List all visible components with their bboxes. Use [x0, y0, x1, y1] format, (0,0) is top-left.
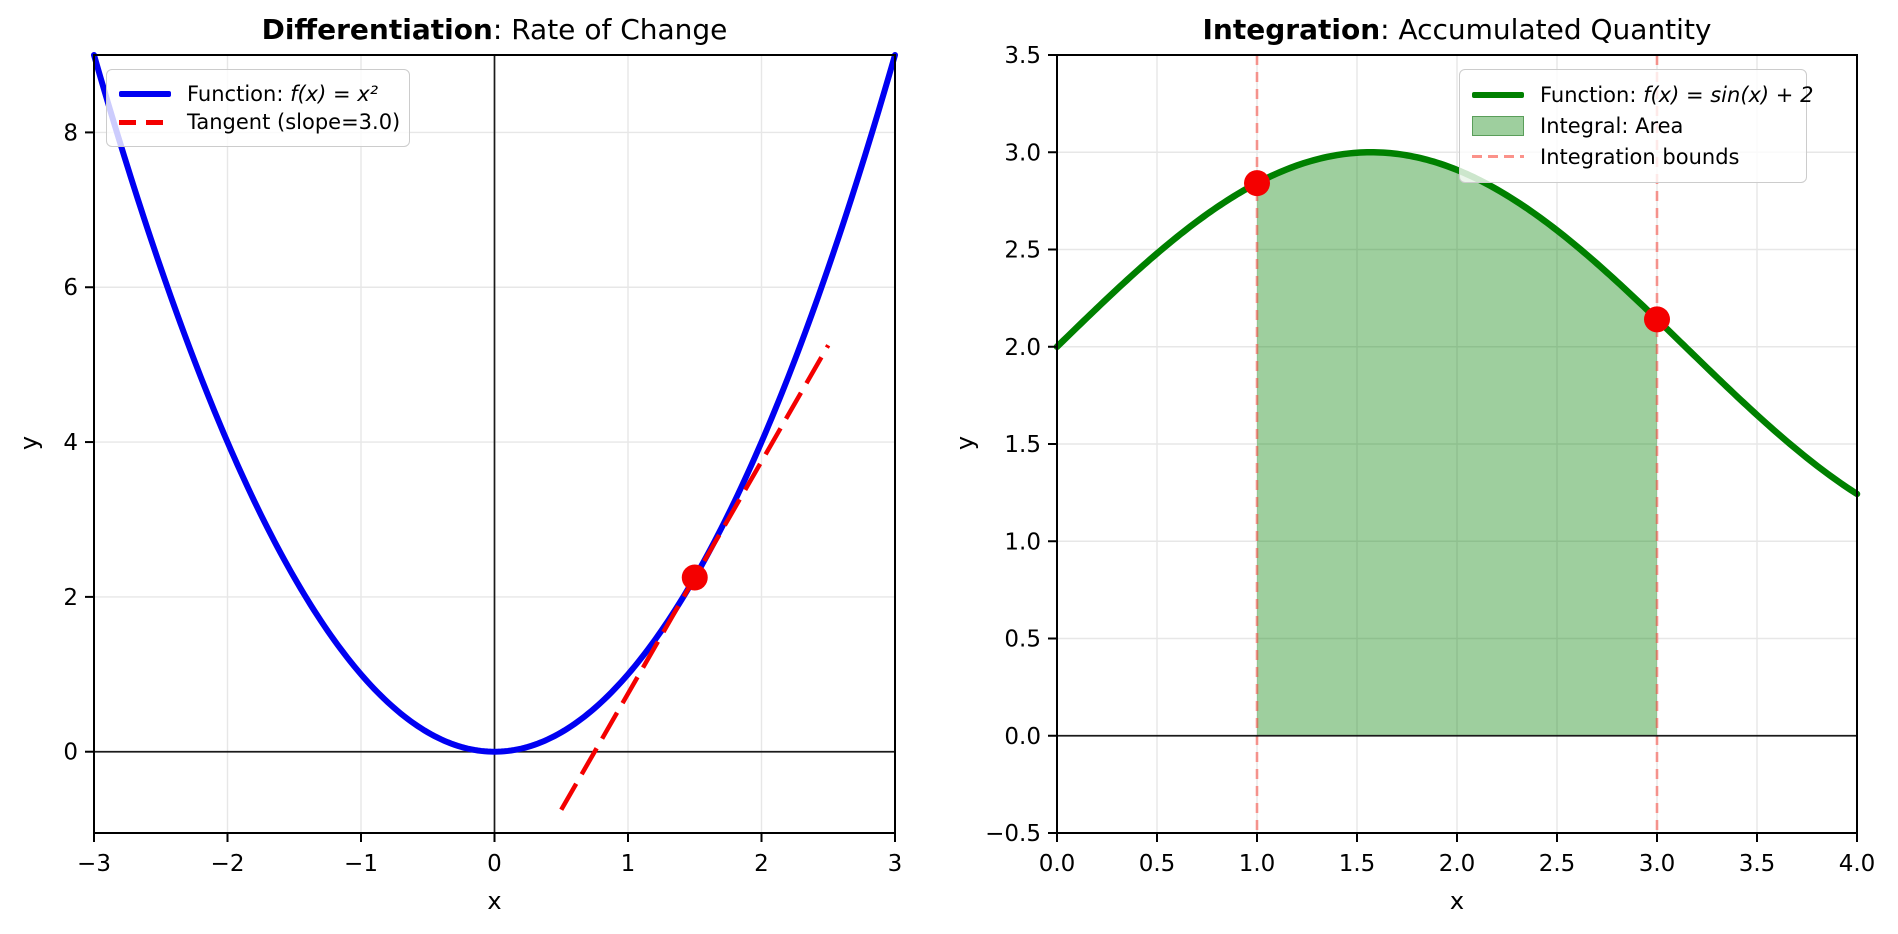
legend-label-math: f(x) = x²: [290, 82, 379, 106]
legend-label: Tangent (slope=3.0): [187, 110, 400, 134]
y-tick-label: 1.5: [1004, 432, 1041, 458]
legend-label: Integral: Area: [1540, 114, 1683, 138]
y-axis-label-left: y: [15, 435, 43, 451]
y-axis-label-right: y: [951, 435, 979, 451]
chart-title-bold-segment: Integration: [1202, 13, 1381, 46]
legend-label: Integration bounds: [1540, 145, 1739, 169]
x-tick-label: 3.5: [1739, 851, 1776, 877]
chart-title-rest-segment: : Rate of Change: [492, 13, 728, 46]
y-tick-label: 8: [63, 120, 78, 146]
y-tick-label: 2: [63, 585, 78, 611]
y-tick-label: 6: [63, 275, 78, 301]
y-tick-label: 0.0: [1004, 724, 1041, 750]
y-tick-label: 1.0: [1004, 529, 1041, 555]
legend-dashed-line-sample-icon: [119, 119, 171, 125]
x-tick-label: 2.0: [1439, 851, 1476, 877]
x-tick-label: 3.0: [1639, 851, 1676, 877]
marker-point: [1244, 170, 1270, 197]
legend-line-sample-icon: [1472, 92, 1524, 99]
x-tick-label: 4.0: [1839, 851, 1876, 877]
x-tick-label: 2.5: [1539, 851, 1576, 877]
y-tick-label: 3.5: [1004, 43, 1041, 69]
legend-label-plain: Integral: Area: [1540, 114, 1684, 138]
x-tick-label: −2: [211, 851, 245, 877]
legend-differentiation: Function: f(x) = x² Tangent (slope=3.0): [106, 69, 410, 147]
y-tick-label: 2.0: [1004, 335, 1041, 361]
legend-label-plain: Function:: [187, 82, 291, 106]
x-tick-label: −1: [344, 851, 378, 877]
legend-item-integration-bounds: Integration bounds: [1472, 141, 1790, 172]
y-tick-label: 0.5: [1004, 627, 1041, 653]
chart-title-differentiation: Differentiation: Rate of Change: [94, 12, 895, 48]
legend-label-plain: Tangent (slope=3.0): [187, 110, 401, 134]
integral-area-fill: [1257, 152, 1657, 736]
x-tick-label: 0.5: [1139, 851, 1176, 877]
x-axis-label-right: x: [1449, 887, 1465, 915]
function-curve-integration: [1053, 148, 1861, 498]
x-tick-label: 0: [487, 851, 502, 877]
legend-item-integral-area: Integral: Area: [1472, 111, 1790, 142]
y-tick-label: 2.5: [1004, 238, 1041, 264]
x-tick-label: 1.0: [1239, 851, 1276, 877]
x-tick-label: 0.0: [1039, 851, 1076, 877]
x-tick-label: 1.5: [1339, 851, 1376, 877]
legend-line-sample-icon: [119, 91, 171, 97]
x-tick-label: 1: [621, 851, 636, 877]
y-tick-label: 3.0: [1004, 140, 1041, 166]
y-tick-label: 0: [63, 740, 78, 766]
legend-bounds-dash-sample-icon: [1472, 155, 1524, 159]
x-tick-label: −3: [77, 851, 111, 877]
legend-label-plain: Function:: [1540, 83, 1644, 108]
x-tick-label: 3: [888, 851, 903, 877]
chart-title-bold-segment: Differentiation: [261, 13, 493, 46]
y-tick-label: −0.5: [985, 821, 1041, 847]
chart-title-rest-segment: : Accumulated Quantity: [1380, 13, 1712, 46]
legend-label: Function: f(x) = sin(x) + 2: [1540, 83, 1813, 107]
legend-integration: Function: f(x) = sin(x) + 2 Integral: Ar…: [1459, 69, 1813, 183]
marker-point: [681, 564, 708, 591]
x-tick-label: 2: [754, 851, 769, 877]
y-tick-label: 4: [63, 430, 78, 456]
legend-label-plain: Integration bounds: [1540, 144, 1740, 169]
legend-area-patch-icon: [1472, 116, 1524, 136]
legend-label: Function: f(x) = x²: [187, 82, 378, 106]
legend-item-function: Function: f(x) = x²: [119, 80, 393, 108]
chart-title-integration: Integration: Accumulated Quantity: [1057, 12, 1857, 48]
function-curve-differentiation: [91, 52, 898, 755]
legend-item-function: Function: f(x) = sin(x) + 2: [1472, 80, 1813, 111]
legend-item-tangent: Tangent (slope=3.0): [119, 108, 400, 136]
marker-point: [1644, 306, 1670, 333]
legend-label-math: f(x) = sin(x) + 2: [1643, 83, 1814, 108]
x-axis-label-left: x: [487, 887, 502, 915]
